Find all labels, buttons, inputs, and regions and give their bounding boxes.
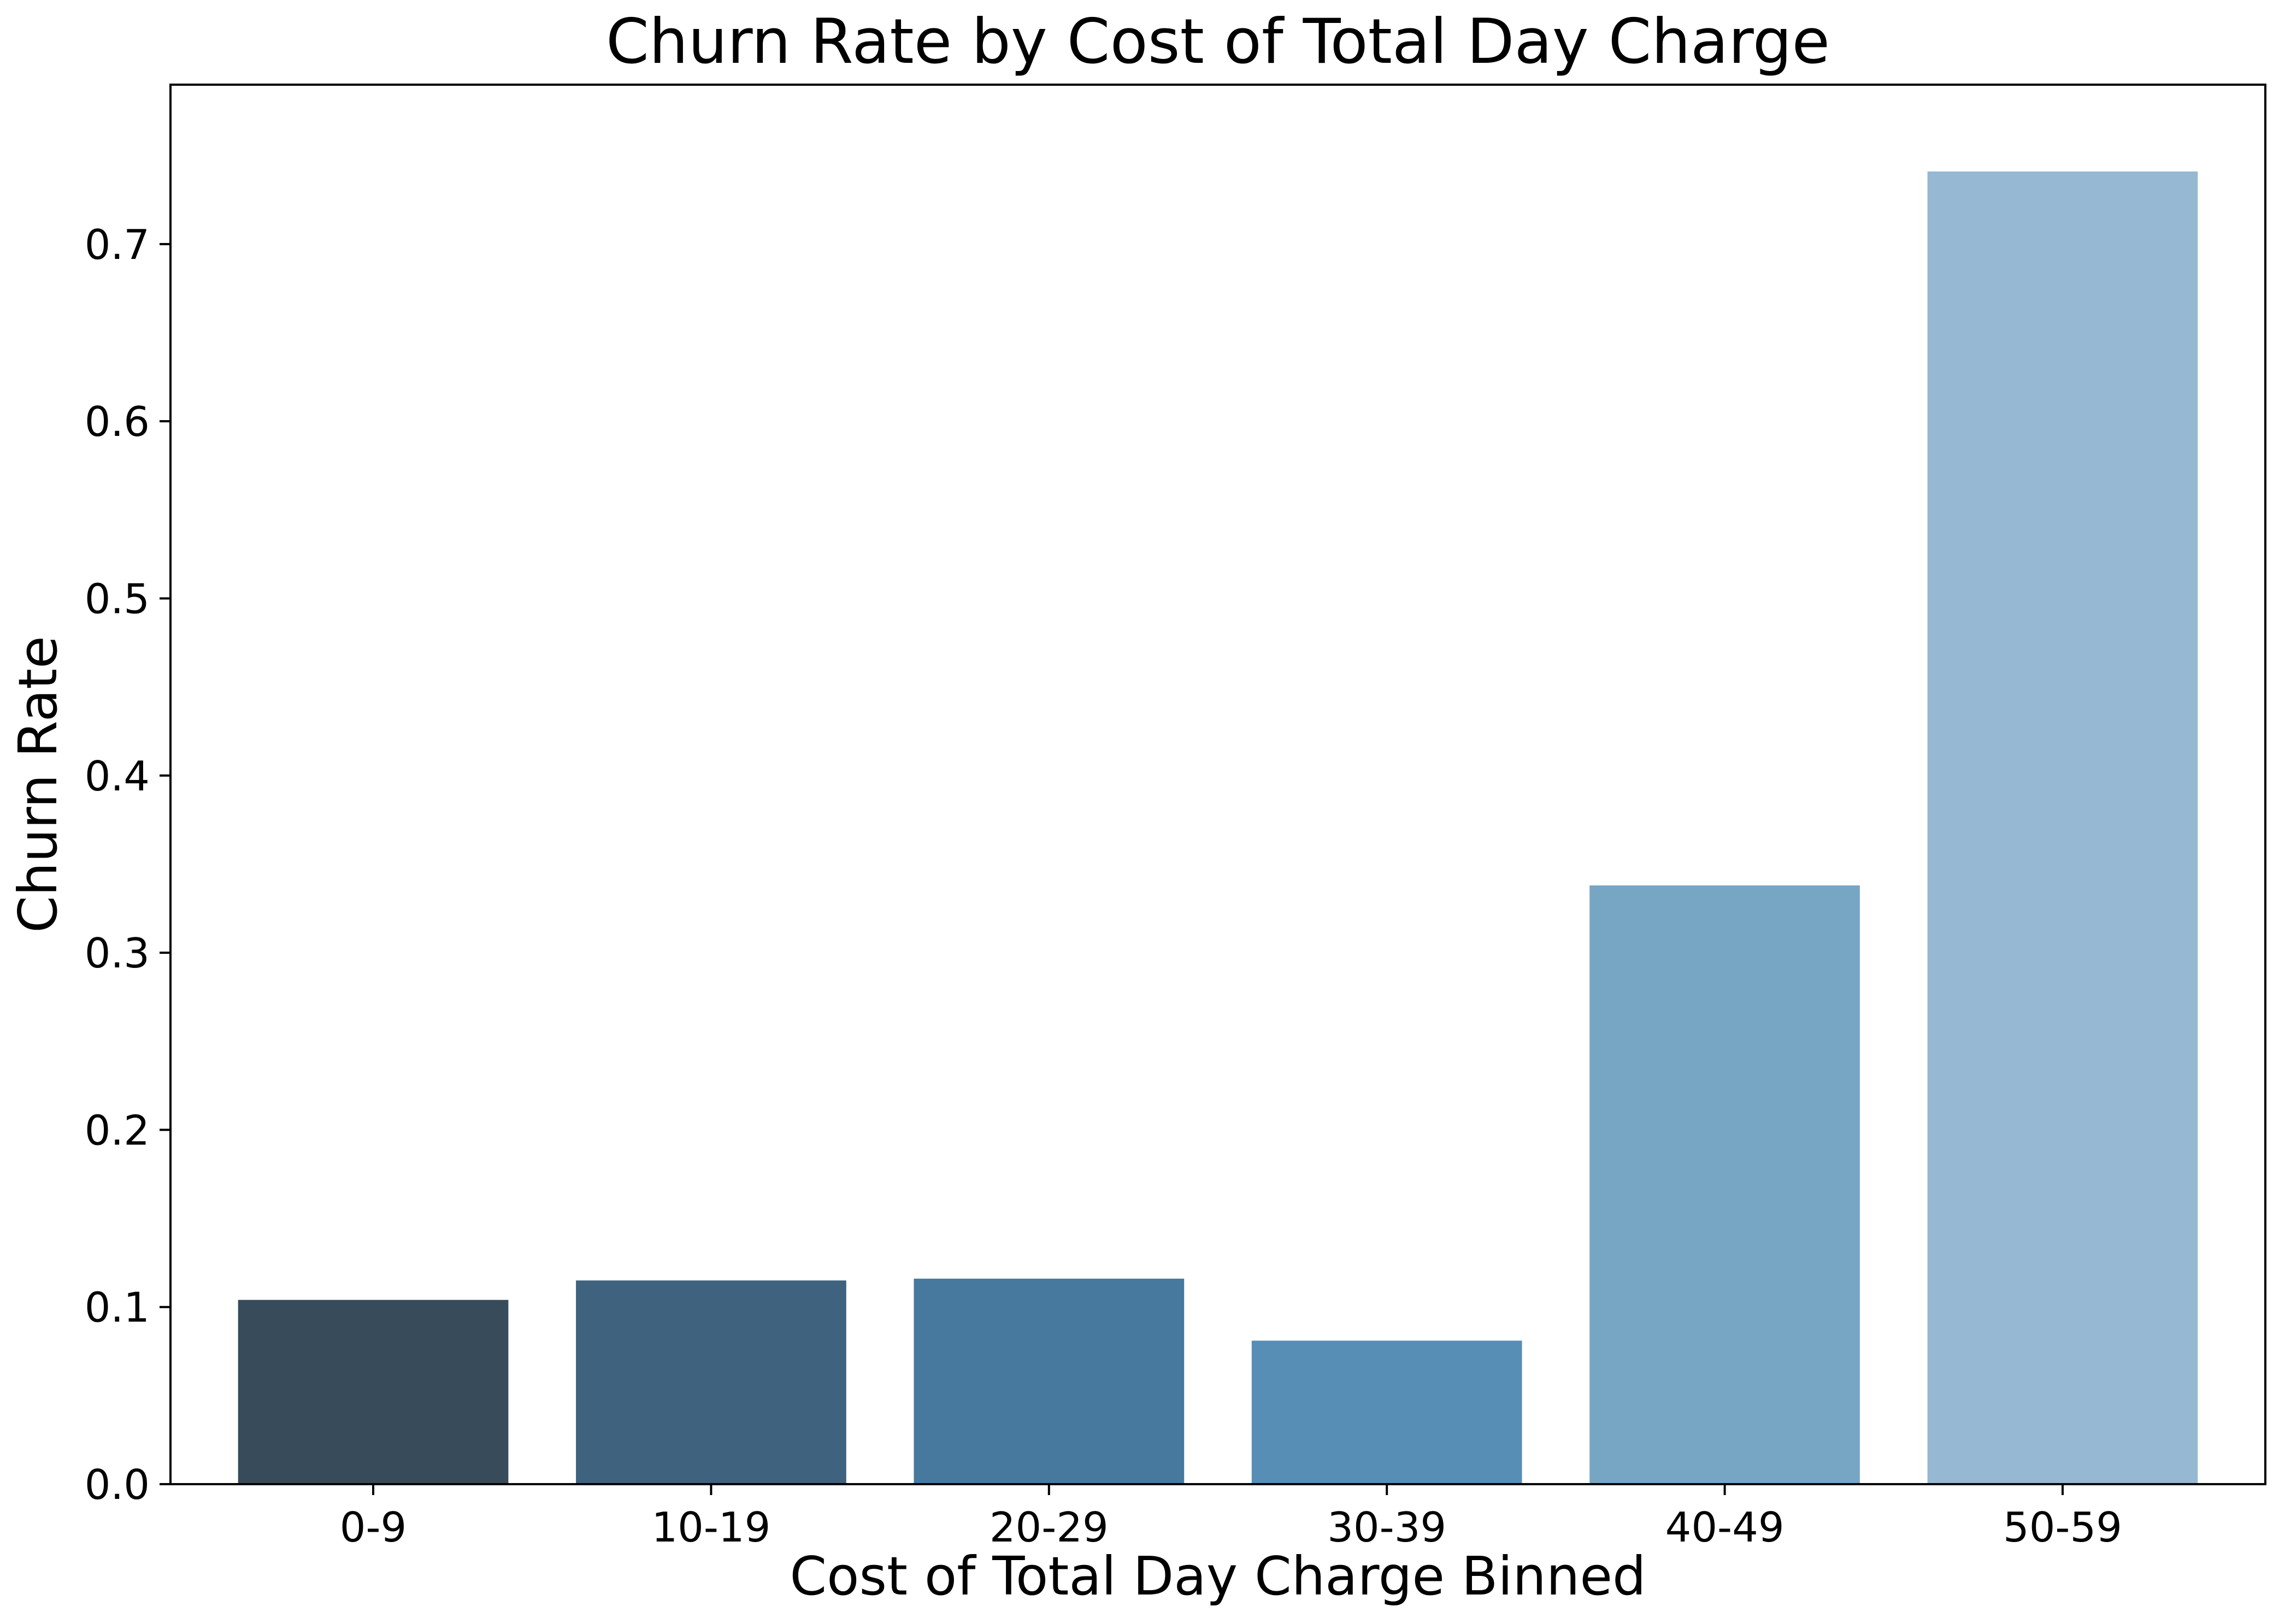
y-tick-label: 0.6 [85,398,150,446]
x-tick-label: 50-59 [2003,1503,2122,1551]
x-tick-label: 0-9 [340,1503,407,1551]
chart-title: Churn Rate by Cost of Total Day Charge [606,5,1830,78]
x-axis-label: Cost of Total Day Charge Binned [790,1545,1646,1607]
y-tick-label: 0.1 [85,1284,150,1332]
y-tick-label: 0.4 [85,752,150,800]
bar-20-29 [914,1278,1185,1484]
x-tick-label: 20-29 [990,1503,1109,1551]
bar-10-19 [576,1280,846,1484]
x-tick-label: 40-49 [1665,1503,1785,1551]
y-tick-label: 0.0 [85,1461,150,1509]
y-tick-label: 0.7 [85,221,150,269]
y-tick-label: 0.3 [85,929,150,977]
y-axis-label: Churn Rate [7,636,69,933]
bar-30-39 [1251,1340,1522,1484]
bars-layer [238,171,2198,1485]
bar-40-49 [1589,885,1860,1484]
y-tick-label: 0.2 [85,1106,150,1154]
y-axis: 0.0 0.1 0.2 0.3 0.4 0.5 0.6 0.7 [85,221,170,1509]
plot-area-frame [169,84,2266,1485]
x-tick-label: 30-39 [1327,1503,1446,1551]
x-axis: 0-9 10-19 20-29 30-39 40-49 50-59 [340,1484,2122,1551]
y-tick-label: 0.5 [85,575,150,623]
bar-0-9 [238,1300,509,1484]
bar-50-59 [1927,171,2198,1485]
x-tick-label: 10-19 [651,1503,770,1551]
